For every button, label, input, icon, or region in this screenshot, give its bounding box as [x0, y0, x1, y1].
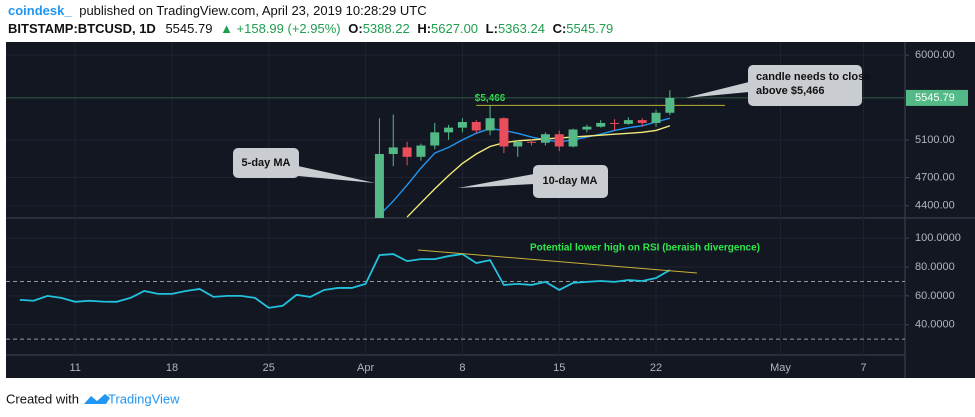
y-tick-label: 4700.00	[915, 171, 955, 183]
y-tick-label: 80.0000	[915, 261, 955, 273]
price-pane	[6, 90, 905, 218]
x-tick-label: Apr	[357, 362, 374, 374]
callout-pointer	[458, 174, 534, 188]
callout-text: 5-day MA	[242, 157, 291, 169]
ohlc-value: 5627.00	[431, 21, 478, 36]
candle-body	[637, 120, 647, 123]
rsi-line	[19, 253, 671, 309]
candle-body	[485, 118, 495, 131]
moving-average	[378, 117, 671, 216]
symbol: BITSTAMP:BTCUSD, 1D	[8, 21, 156, 36]
candle-body	[596, 122, 606, 127]
y-tick-label: 100.0000	[915, 232, 961, 244]
ohlc-value: 5545.79	[566, 21, 613, 36]
y-tick-label: 5100.00	[915, 134, 955, 146]
callout-box	[748, 65, 862, 106]
candle-body	[568, 129, 578, 147]
plot-layer: 6000.00 5100.00 4700.00 4400.00 $5,466 5545.7…	[6, 42, 968, 374]
y-tick-label: 4400.00	[915, 200, 955, 212]
candle-body	[513, 141, 523, 147]
ohlc-value: 5363.24	[498, 21, 545, 36]
ohlc-label: C:	[553, 21, 567, 36]
x-tick-label: 8	[459, 362, 465, 374]
candle-body	[665, 97, 675, 113]
price-tag	[906, 89, 968, 106]
brand-name: TradingView	[108, 391, 180, 406]
ohlc-label: H:	[417, 21, 431, 36]
candle-body	[610, 122, 620, 124]
callout-pointer	[685, 82, 749, 98]
candle-body	[623, 120, 633, 124]
candle-body	[430, 132, 440, 146]
ohlc-value: 5388.22	[363, 21, 410, 36]
header-line: coindesk_ published on TradingView.com, …	[8, 3, 427, 18]
footer-text: Created with	[6, 391, 79, 406]
candle-body	[374, 154, 384, 218]
price-tag-label: 5545.79	[915, 92, 955, 104]
y-tick-label: 60.0000	[915, 290, 955, 302]
y-tick-label: 40.0000	[915, 319, 955, 331]
published: published on TradingView.com, April 23, …	[79, 3, 426, 18]
ohlc-label: O:	[348, 21, 362, 36]
candle-body	[444, 127, 454, 133]
rsi-trend-line	[417, 249, 698, 274]
candle-body	[540, 134, 550, 143]
x-tick-label: 11	[69, 362, 80, 374]
x-tick-label: 18	[166, 362, 178, 374]
y-tick-label: 6000.00	[915, 49, 955, 61]
candle-body	[499, 118, 509, 147]
x-tick-label: 25	[263, 362, 275, 374]
x-tick-label: 22	[650, 362, 662, 374]
x-tick-label: May	[770, 362, 791, 374]
callout-text: 10-day MA	[542, 175, 597, 187]
x-tick-label: 15	[553, 362, 565, 374]
candle-body	[582, 126, 592, 130]
callout-text: above $5,466	[756, 85, 825, 97]
candle-body	[402, 147, 412, 157]
candle-body	[388, 147, 398, 154]
change: ▲ +158.99 (+2.95%)	[220, 21, 341, 36]
ohlc-label: L:	[486, 21, 498, 36]
callout-box	[533, 165, 608, 198]
symbol-line: BITSTAMP:BTCUSD, 1D 5545.79 ▲ +158.99 (+…	[8, 21, 613, 36]
callout-text: candle needs to close	[756, 71, 870, 83]
candle-body	[457, 122, 467, 128]
level-label: $5,466	[475, 93, 506, 104]
candle-body	[651, 112, 661, 123]
candle-body	[471, 122, 481, 131]
author: coindesk_	[8, 3, 72, 18]
candle-body	[554, 134, 564, 147]
callout-pointer	[298, 166, 375, 183]
candle-body	[416, 145, 426, 157]
brand-logo	[84, 394, 110, 404]
last-price: 5545.79	[165, 21, 212, 36]
rsi-annotation: Potential lower high on RSI (beraish div…	[530, 243, 760, 254]
callout-box	[233, 148, 299, 178]
moving-average	[406, 125, 671, 218]
candle-body	[527, 141, 537, 143]
x-tick-label: 7	[860, 362, 866, 374]
